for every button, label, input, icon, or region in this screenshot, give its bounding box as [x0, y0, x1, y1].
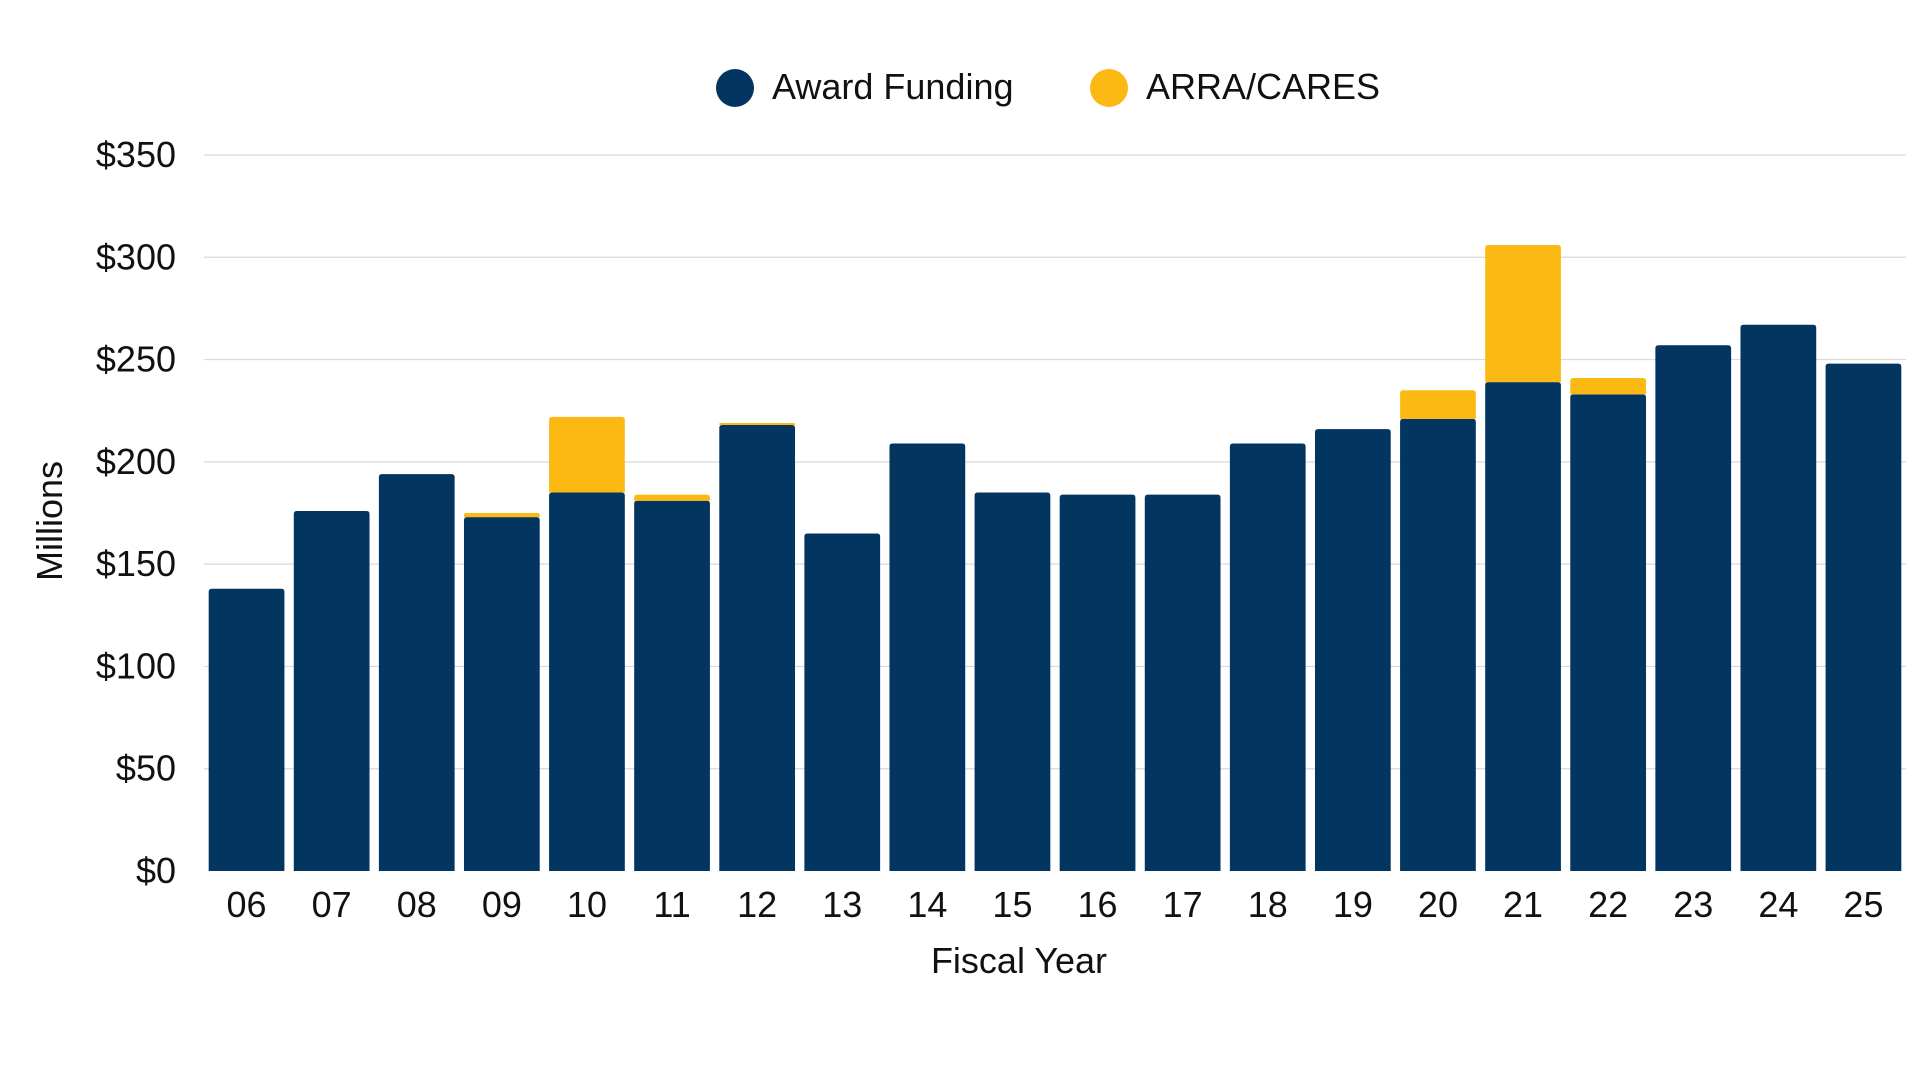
bar-arra-cares-21: [1485, 245, 1561, 383]
x-tick-label: 18: [1248, 884, 1288, 925]
x-tick-label: 21: [1503, 884, 1543, 925]
x-axis-ticks: 06 07 08 09 10 11 12 13 14 15 16 17 18 19 20 21 22 23 24 25: [227, 884, 1884, 925]
bar-award-funding-24: [1740, 324, 1817, 871]
gridlines: [204, 154, 1906, 770]
y-tick-label: $300: [96, 236, 176, 277]
bar-award-funding-15: [974, 492, 1051, 871]
x-tick-label: 13: [822, 884, 862, 925]
bar-award-funding-22: [1570, 394, 1647, 871]
x-tick-label: 11: [653, 884, 690, 925]
x-tick-label: 24: [1758, 884, 1798, 925]
bar-award-funding-12: [719, 425, 796, 871]
y-tick-label: $250: [96, 339, 176, 380]
x-tick-label: 22: [1588, 884, 1628, 925]
bar-arra-cares-12: [719, 422, 796, 426]
bar-arra-cares-10: [549, 416, 625, 493]
bar-award-funding-06: [208, 588, 285, 871]
bar-award-funding-16: [1059, 494, 1136, 871]
x-tick-label: 25: [1843, 884, 1883, 925]
bar-arra-cares-11: [634, 494, 710, 501]
bar-award-funding-20: [1400, 418, 1476, 871]
legend-marker-arra-cares: [1090, 69, 1128, 107]
bar-award-funding-08: [378, 474, 455, 871]
bar-award-funding-19: [1314, 429, 1391, 871]
y-axis-title: Millions: [29, 461, 70, 581]
x-tick-label: 15: [992, 884, 1032, 925]
y-tick-label: $100: [96, 645, 176, 686]
bar-award-funding-21: [1485, 382, 1561, 871]
x-axis-title: Fiscal Year: [931, 940, 1107, 981]
x-tick-label: 06: [227, 884, 267, 925]
x-tick-label: 10: [567, 884, 607, 925]
bar-award-funding-14: [889, 443, 966, 871]
bar-award-funding-11: [634, 500, 710, 871]
legend: Award Funding ARRA/CARES: [716, 66, 1380, 107]
bars: [208, 245, 1902, 871]
x-tick-label: 17: [1163, 884, 1203, 925]
x-tick-label: 16: [1078, 884, 1118, 925]
bar-arra-cares-22: [1570, 377, 1647, 395]
y-tick-label: $350: [96, 134, 176, 175]
bar-award-funding-07: [293, 510, 370, 871]
bar-award-funding-18: [1229, 443, 1306, 871]
bar-award-funding-09: [463, 517, 540, 871]
bar-award-funding-10: [549, 492, 625, 871]
x-tick-label: 23: [1673, 884, 1713, 925]
x-tick-label: 14: [907, 884, 947, 925]
x-tick-label: 09: [482, 884, 522, 925]
y-axis-ticks: $0 $50 $100 $150 $200 $250 $300 $350: [96, 134, 176, 891]
y-tick-label: $0: [136, 850, 176, 891]
x-tick-label: 12: [737, 884, 777, 925]
y-tick-label: $200: [96, 441, 176, 482]
y-tick-label: $150: [96, 543, 176, 584]
x-tick-label: 08: [397, 884, 437, 925]
legend-marker-award-funding: [716, 69, 754, 107]
y-tick-label: $50: [116, 748, 176, 789]
x-tick-label: 20: [1418, 884, 1458, 925]
legend-label-award-funding: Award Funding: [772, 66, 1014, 107]
x-tick-label: 07: [312, 884, 352, 925]
bar-award-funding-23: [1655, 345, 1732, 871]
x-tick-label: 19: [1333, 884, 1373, 925]
bar-arra-cares-09: [463, 513, 540, 518]
bar-award-funding-25: [1825, 363, 1902, 871]
legend-label-arra-cares: ARRA/CARES: [1146, 66, 1380, 107]
bar-award-funding-13: [804, 533, 881, 871]
bar-arra-cares-20: [1400, 390, 1476, 419]
bar-award-funding-17: [1144, 494, 1221, 871]
